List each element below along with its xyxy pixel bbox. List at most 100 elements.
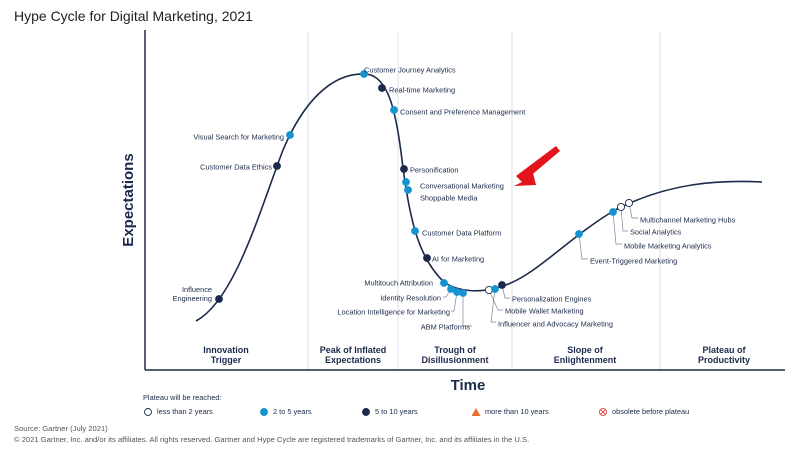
data-point-label: Customer Data Platform [422, 229, 501, 238]
data-point-label: Event-Triggered Marketing [590, 257, 677, 266]
data-point-marker [616, 202, 626, 212]
data-point-label: Influence Engineering [173, 285, 212, 303]
data-point-marker [390, 106, 398, 114]
leader-line [578, 233, 588, 260]
legend-title: Plateau will be reached: [143, 393, 222, 402]
leader-line [490, 288, 496, 323]
data-point: Customer Data Ethics [200, 162, 281, 172]
data-point-marker [459, 289, 467, 297]
data-point: Customer Journey Analytics [360, 66, 456, 78]
legend-label: 5 to 10 years [375, 407, 418, 416]
data-point: Customer Data Platform [411, 227, 501, 238]
data-point-label: Multitouch Attribution [364, 279, 433, 288]
data-point-label: Conversational Marketing [420, 182, 504, 191]
highlight-arrow-icon [514, 146, 560, 186]
data-point-marker [400, 165, 408, 173]
data-point: Shoppable Media [404, 186, 478, 203]
phase-label: Peak of Inflated Expectations [320, 345, 387, 365]
data-point-label: Visual Search for Marketing [193, 133, 284, 142]
data-point: Influence Engineering [173, 285, 223, 303]
data-point-label: Identity Resolution [380, 294, 441, 303]
data-point: Location Intelligence for Marketing [337, 288, 461, 317]
chart-title: Hype Cycle for Digital Marketing, 2021 [14, 8, 253, 24]
data-point: Mobile Wallet Marketing [484, 285, 584, 316]
x-axis-label: Time [451, 377, 486, 394]
data-point-marker [423, 254, 431, 262]
data-points: Influence Engineering Customer Data Ethics… [173, 66, 736, 332]
legend-item: 2 to 5 years [259, 407, 312, 417]
data-point-marker [491, 285, 499, 293]
leader-line [488, 289, 503, 311]
data-point-marker [402, 178, 410, 186]
data-point-label: Customer Journey Analytics [364, 66, 456, 75]
data-point-marker [360, 70, 368, 78]
data-point-marker [609, 208, 617, 216]
data-point: Influencer and Advocacy Marketing [490, 285, 613, 329]
data-point-label: Shoppable Media [420, 194, 478, 203]
data-point-marker [273, 162, 281, 170]
legend-label: 2 to 5 years [273, 407, 312, 416]
data-point: Mobile Marketing Analytics [609, 208, 712, 251]
data-point-marker [411, 227, 419, 235]
data-point: AI for Marketing [423, 254, 484, 264]
data-point-label: Mobile Marketing Analytics [624, 242, 712, 251]
data-point-label: Location Intelligence for Marketing [337, 308, 450, 317]
data-point-label: ABM Platforms [421, 323, 471, 332]
data-point: ABM Platforms [421, 289, 472, 332]
phase-labels: Innovation Trigger Peak of Inflated Expecta… [203, 345, 750, 365]
legend-label: less than 2 years [157, 407, 213, 416]
data-point: Multichannel Marketing Hubs [624, 198, 736, 225]
leader-line [620, 206, 628, 232]
data-point-marker [404, 186, 412, 194]
data-point-label: Personification [410, 166, 458, 175]
leader-line [451, 291, 458, 312]
legend-item: less than 2 years [143, 407, 213, 417]
data-point-marker [286, 131, 294, 139]
data-point: Social Analytics [616, 202, 682, 237]
source-note: Source: Gartner (July 2021) [14, 424, 108, 433]
triangle-marker-icon [471, 408, 481, 417]
data-point: Visual Search for Marketing [193, 131, 294, 142]
legend-item: obsolete before plateau [598, 407, 689, 417]
legend-item: 5 to 10 years [361, 407, 418, 417]
copyright-note: © 2021 Gartner, Inc. and/or its affiliat… [14, 435, 530, 444]
legend-label: obsolete before plateau [612, 407, 690, 416]
data-point: Personification [400, 165, 458, 175]
leader-line [612, 211, 622, 245]
data-point-marker [440, 279, 448, 287]
data-point-marker [624, 198, 634, 208]
circle-marker-icon [260, 408, 268, 416]
leader-line [462, 293, 472, 327]
legend-label: more than 10 years [485, 407, 549, 416]
data-point-label: Mobile Wallet Marketing [505, 307, 584, 316]
data-point: Real-time Marketing [378, 84, 455, 95]
circle-marker-icon [144, 408, 152, 416]
data-point-marker [575, 230, 583, 238]
data-point: Consent and Preference Management [390, 106, 525, 117]
data-point-label: Influencer and Advocacy Marketing [498, 320, 613, 329]
data-point-label: Real-time Marketing [389, 86, 455, 95]
crossed-circle-marker-icon [599, 408, 607, 417]
data-point-marker [498, 281, 506, 289]
data-point: Identity Resolution [380, 285, 455, 303]
data-point-marker [215, 295, 223, 303]
phase-label: Innovation Trigger [203, 345, 249, 365]
data-point-label: Social Analytics [630, 228, 682, 237]
data-point: Event-Triggered Marketing [575, 230, 677, 266]
data-point-label: Consent and Preference Management [400, 108, 525, 117]
leader-line [501, 284, 510, 299]
y-axis-label: Expectations [120, 153, 137, 246]
phase-label: Trough of Disillusionment [421, 345, 488, 365]
circle-marker-icon [362, 408, 370, 416]
data-point-label: Customer Data Ethics [200, 163, 272, 172]
data-point: Multitouch Attribution [364, 279, 448, 288]
data-point: Personalization Engines [498, 281, 592, 304]
phase-dividers [307, 32, 661, 370]
data-point-label: AI for Marketing [432, 255, 484, 264]
legend-item: more than 10 years [471, 407, 549, 417]
data-point-label: Personalization Engines [512, 295, 592, 304]
leader-line [628, 202, 638, 219]
phase-label: Plateau of Productivity [698, 345, 750, 365]
data-point-label: Multichannel Marketing Hubs [640, 216, 736, 225]
